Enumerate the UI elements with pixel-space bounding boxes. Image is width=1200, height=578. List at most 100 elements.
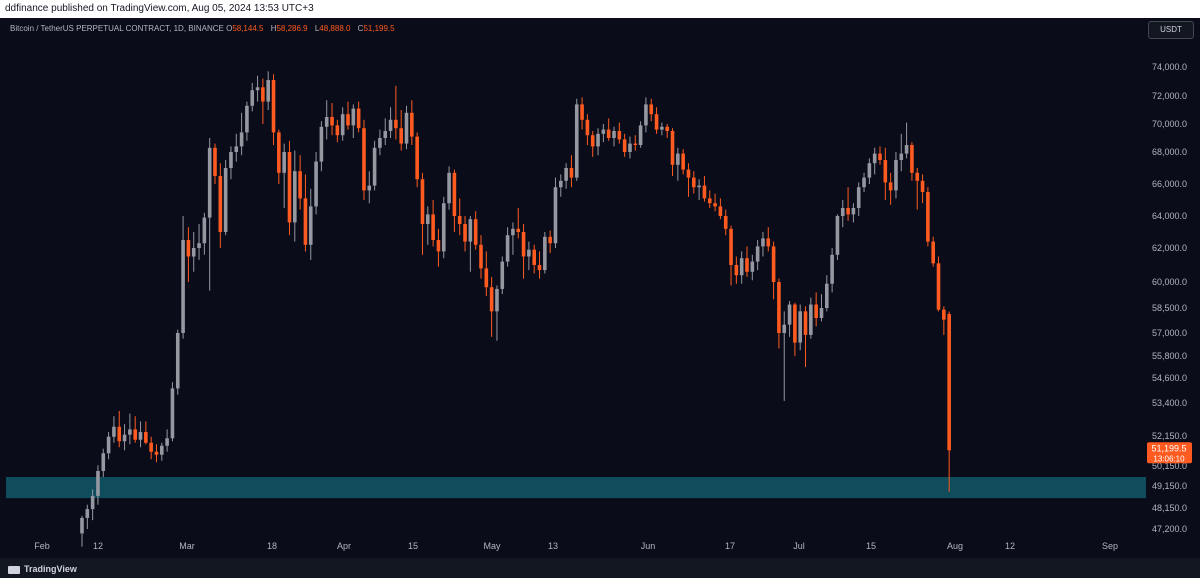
candle bbox=[894, 152, 898, 199]
candle bbox=[771, 241, 776, 300]
x-tick-label: May bbox=[483, 541, 501, 551]
candle bbox=[239, 112, 244, 156]
candle-body bbox=[117, 426, 122, 442]
candle-body bbox=[420, 179, 425, 224]
x-tick-label: 12 bbox=[93, 541, 103, 551]
candle bbox=[197, 224, 201, 260]
candle bbox=[574, 98, 579, 181]
candle bbox=[686, 163, 691, 197]
candle bbox=[383, 118, 388, 145]
candle bbox=[399, 110, 403, 151]
candle bbox=[308, 188, 313, 260]
y-tick-label: 55,800.0 bbox=[1152, 351, 1187, 361]
price-axis: 74,000.0 72,000.0 70,000.0 68,000.0 66,000.0… bbox=[1152, 62, 1187, 534]
candle-body bbox=[809, 304, 813, 335]
candle bbox=[782, 311, 787, 401]
candle-body bbox=[282, 152, 286, 173]
candle-body bbox=[181, 240, 185, 333]
candle-body bbox=[899, 153, 904, 160]
candle-body bbox=[787, 304, 792, 325]
candle-body bbox=[521, 232, 526, 257]
candle bbox=[255, 75, 260, 102]
x-tick-label: 17 bbox=[725, 541, 735, 551]
candle bbox=[622, 133, 627, 157]
candle-body bbox=[638, 125, 643, 145]
candle-body bbox=[484, 268, 489, 288]
candle bbox=[266, 71, 270, 110]
chart-area[interactable] bbox=[0, 18, 1200, 558]
candle bbox=[883, 147, 888, 200]
low-value: 48,888.0 bbox=[319, 24, 351, 33]
candle bbox=[410, 100, 414, 145]
candle bbox=[213, 143, 217, 184]
x-tick-label: 13 bbox=[548, 541, 558, 551]
candle bbox=[947, 311, 951, 492]
candle-body bbox=[213, 147, 217, 176]
candle bbox=[149, 436, 153, 460]
candle-body bbox=[404, 112, 409, 144]
x-tick-label: 18 bbox=[267, 541, 277, 551]
candle bbox=[537, 251, 542, 279]
candle bbox=[250, 82, 255, 112]
candle-body bbox=[207, 147, 212, 218]
candle-body bbox=[649, 104, 654, 115]
candle bbox=[505, 227, 510, 267]
candle bbox=[85, 504, 90, 529]
candle bbox=[516, 208, 521, 239]
candle-body bbox=[819, 308, 824, 318]
x-tick-label: Jul bbox=[793, 541, 805, 551]
candle bbox=[133, 416, 137, 443]
candle-body bbox=[734, 265, 739, 276]
candle-body bbox=[144, 432, 148, 443]
y-tick-label: 68,000.0 bbox=[1152, 147, 1187, 157]
candle-body bbox=[122, 434, 127, 442]
candle bbox=[660, 122, 664, 136]
x-tick-label: Feb bbox=[34, 541, 50, 551]
candle bbox=[223, 160, 228, 236]
candle-body bbox=[559, 180, 563, 188]
tradingview-logo[interactable]: TradingView bbox=[8, 560, 77, 578]
candle-body bbox=[574, 104, 579, 178]
candle-body bbox=[441, 203, 446, 252]
candlestick-chart[interactable]: 74,000.0 72,000.0 70,000.0 68,000.0 66,000.0… bbox=[0, 18, 1200, 558]
x-tick-label: Sep bbox=[1102, 541, 1118, 551]
candle-body bbox=[771, 246, 776, 282]
candles-group bbox=[80, 71, 951, 547]
candle-body bbox=[904, 145, 909, 154]
symbol-name: Bitcoin / TetherUS PERPETUAL CONTRACT, 1… bbox=[10, 24, 224, 33]
candle bbox=[282, 143, 286, 208]
candle-body bbox=[218, 176, 223, 232]
candle-body bbox=[851, 208, 856, 215]
candle-body bbox=[90, 495, 95, 510]
candle bbox=[351, 104, 356, 138]
candle-body bbox=[457, 216, 462, 224]
candle-body bbox=[548, 236, 552, 244]
candle-body bbox=[622, 139, 627, 152]
candle bbox=[739, 251, 744, 284]
currency-button[interactable]: USDT bbox=[1148, 21, 1194, 39]
candle-body bbox=[271, 80, 276, 133]
y-tick-label: 60,000.0 bbox=[1152, 277, 1187, 287]
candle bbox=[830, 248, 834, 293]
candle bbox=[468, 216, 473, 272]
candle bbox=[846, 187, 850, 221]
candle bbox=[186, 227, 191, 282]
candle-body bbox=[234, 146, 239, 152]
candle bbox=[261, 78, 265, 124]
candle-body bbox=[915, 172, 920, 181]
candle-body bbox=[245, 105, 249, 133]
candle bbox=[511, 222, 515, 255]
candle-body bbox=[803, 311, 808, 335]
candle bbox=[814, 292, 818, 327]
candle-body bbox=[452, 172, 457, 216]
candle bbox=[580, 97, 584, 130]
candle-body bbox=[415, 136, 419, 180]
high-value: 58,286.9 bbox=[276, 24, 308, 33]
candle-body bbox=[707, 198, 712, 204]
y-tick-label: 74,000.0 bbox=[1152, 62, 1187, 72]
candle-body bbox=[128, 429, 132, 435]
candle bbox=[920, 174, 925, 204]
candle-body bbox=[835, 216, 840, 255]
y-tick-label: 47,200.0 bbox=[1152, 524, 1187, 534]
candle bbox=[202, 212, 207, 255]
